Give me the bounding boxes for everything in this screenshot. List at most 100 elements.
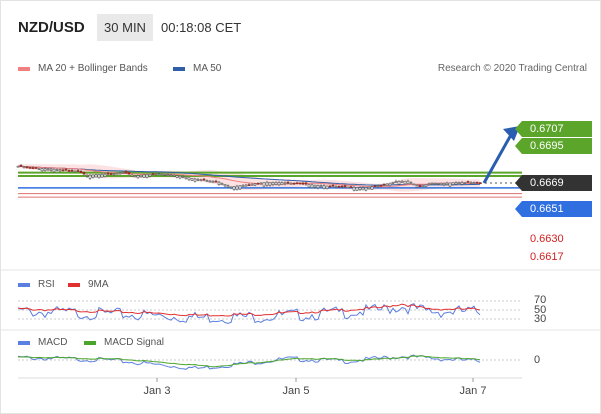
rsi-level-30: 30: [534, 313, 547, 325]
candle-body: [253, 183, 257, 186]
candle-body: [256, 183, 260, 185]
candle-body: [283, 182, 287, 185]
candle-body: [307, 184, 311, 188]
candle-body: [112, 173, 116, 175]
candle-body: [433, 182, 437, 185]
legend-9ma: 9MA: [68, 279, 109, 290]
candle-body: [277, 182, 281, 186]
candle-body: [250, 183, 254, 186]
candle-body: [418, 184, 422, 188]
candle-body: [292, 182, 296, 185]
resistance-label-1: 0.6707: [515, 121, 592, 137]
candle-body: [331, 184, 335, 187]
candle-body: [241, 185, 245, 187]
pair-title: NZD/USD: [18, 19, 85, 36]
candle-body: [130, 174, 134, 177]
candle-body: [334, 186, 338, 188]
candle-body: [445, 182, 449, 185]
candle-body: [154, 173, 158, 176]
candle-body: [424, 184, 428, 187]
candle-body: [145, 174, 149, 178]
candle-body: [118, 172, 122, 175]
macd-signal-swatch: [84, 340, 96, 345]
candle-body: [67, 170, 71, 172]
timeframe-button[interactable]: 30 MIN: [97, 14, 153, 41]
candle-body: [223, 184, 227, 187]
candle-body: [295, 182, 299, 185]
legend-macd: MACD: [18, 337, 67, 348]
candle-body: [58, 169, 62, 172]
candle-body: [160, 173, 164, 176]
candle-body: [76, 170, 80, 172]
candle-body: [103, 173, 107, 177]
candle-body: [349, 186, 353, 188]
candle-body: [55, 169, 59, 171]
candle-body: [115, 172, 119, 175]
candle-body: [109, 173, 113, 175]
candle-body: [184, 176, 188, 180]
candle-body: [430, 182, 434, 185]
candle-body: [49, 168, 53, 171]
candle-body: [301, 182, 305, 185]
candle-body: [226, 185, 230, 188]
candle-body: [61, 169, 65, 172]
candle-body: [247, 184, 251, 186]
candle-body: [454, 182, 458, 185]
support-label-1: 0.6630: [530, 233, 564, 245]
legend-ma50: MA 50: [173, 63, 221, 74]
x-tick-jan5: Jan 5: [282, 385, 310, 397]
candle-body: [166, 174, 170, 176]
rsi-line: [17, 303, 481, 324]
candle-body: [406, 180, 410, 184]
candle-body: [121, 172, 125, 174]
candle-body: [124, 171, 128, 174]
candle-body: [127, 172, 131, 175]
candle-body: [175, 175, 179, 178]
candle-body: [238, 185, 242, 190]
candle-body: [304, 182, 308, 185]
candle-body: [337, 185, 341, 188]
candle-body: [442, 182, 446, 186]
rsi-level-50: 50: [534, 304, 547, 316]
candle-body: [280, 182, 284, 186]
candle-body: [415, 185, 419, 188]
candle-body: [40, 168, 44, 172]
candle-body: [79, 170, 83, 173]
candle-body: [460, 182, 464, 185]
candle-body: [34, 167, 38, 169]
candle-body: [358, 187, 362, 190]
candle-body: [421, 185, 425, 188]
candle-body: [403, 180, 407, 185]
candle-body: [361, 187, 365, 191]
candle-body: [313, 184, 317, 188]
candle-body: [340, 185, 344, 188]
candle-body: [208, 180, 212, 183]
candle-body: [22, 166, 26, 169]
candle-body: [142, 174, 146, 178]
candle-body: [379, 184, 383, 187]
candle-body: [370, 186, 374, 190]
ma50-line: [17, 165, 481, 186]
candle-body: [373, 185, 377, 188]
candle-body: [391, 181, 395, 184]
candle-body: [31, 167, 35, 169]
rsi-level-70: 70: [534, 294, 547, 306]
candle-body: [214, 180, 218, 183]
candle-body: [268, 181, 272, 186]
candle-body: [427, 183, 431, 186]
candle-body: [478, 182, 482, 185]
macd-line: [17, 354, 481, 370]
candle-body: [289, 182, 293, 185]
legend-rsi: RSI: [18, 279, 55, 290]
timestamp: 00:18:08 CET: [161, 20, 242, 35]
candle-body: [457, 182, 461, 184]
candle-body: [100, 173, 104, 178]
candle-body: [82, 172, 86, 175]
candle-body: [202, 178, 206, 181]
candle-body: [229, 186, 233, 189]
candle-body: [400, 180, 404, 183]
candle-body: [367, 186, 371, 190]
candle-body: [91, 174, 95, 178]
pivot-label: 0.6651: [515, 201, 592, 217]
candle-body: [139, 174, 143, 178]
